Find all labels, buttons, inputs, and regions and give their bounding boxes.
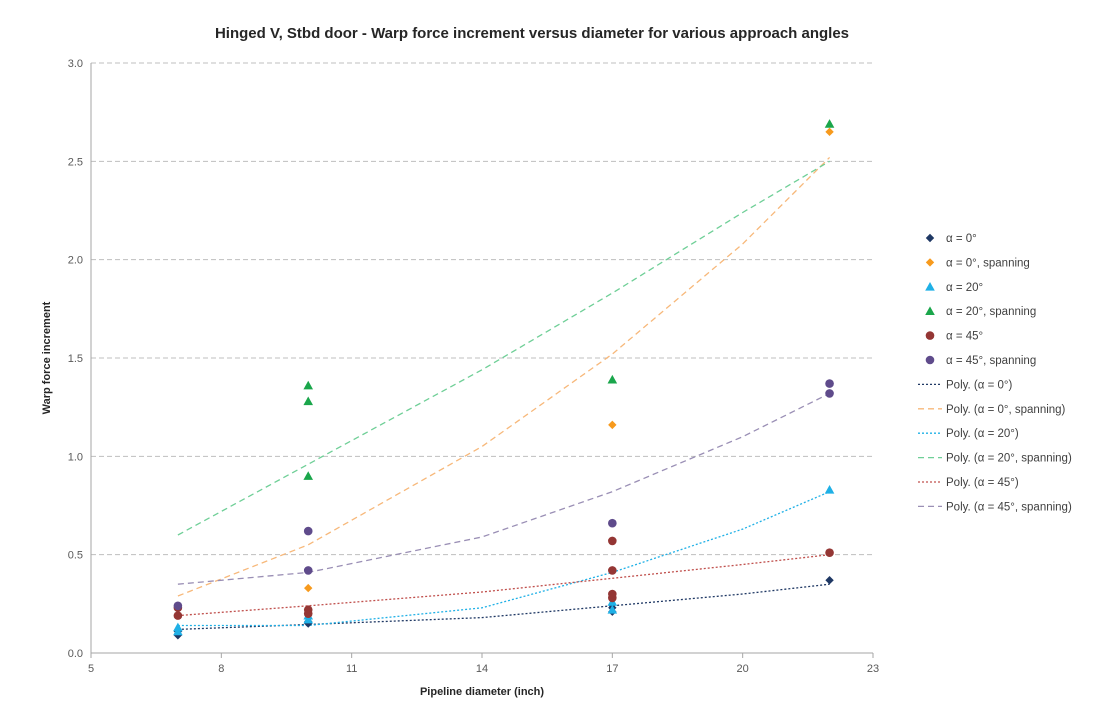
legend-label: α = 0°, spanning [946, 257, 1030, 269]
x-tick-label: 17 [606, 663, 618, 675]
data-point [824, 119, 835, 128]
legend-marker [925, 282, 935, 291]
legend-marker [925, 355, 935, 365]
legend-label: Poly. (α = 45°) [946, 477, 1019, 489]
data-point [608, 536, 617, 546]
data-point [303, 471, 314, 480]
y-tick-label: 2.0 [68, 255, 83, 267]
data-point [825, 576, 834, 585]
data-point [607, 604, 618, 614]
legend-label: α = 0° [946, 233, 977, 245]
legend-marker [925, 233, 935, 243]
y-tick-label: 0.5 [68, 550, 83, 562]
data-point [825, 389, 834, 398]
data-point [303, 566, 313, 575]
data-point [303, 605, 313, 615]
data-point [173, 622, 183, 632]
chart-title: Hinged V, Stbd door - Warp force increme… [215, 25, 849, 42]
y-tick-label: 3.0 [68, 58, 83, 70]
data-point [608, 589, 617, 599]
x-tick-label: 11 [346, 663, 357, 675]
legend: α = 0° α = 0°, spanning α = 20° α = 20°, sp… [918, 233, 1072, 513]
trendline-layer [177, 156, 831, 631]
data-point [173, 611, 183, 620]
x-tick-label: 23 [867, 663, 879, 675]
legend-marker [925, 258, 935, 267]
data-point [824, 484, 835, 494]
data-point [825, 379, 834, 388]
data-point [607, 374, 618, 384]
x-axis-label: Pipeline diameter (inch) [420, 686, 544, 698]
legend-label: Poly. (α = 20°) [946, 428, 1019, 440]
y-tick-label: 2.5 [68, 156, 83, 168]
data-point [303, 380, 314, 390]
y-tick-label: 1.5 [68, 353, 83, 365]
data-point [608, 566, 617, 575]
legend-label: Poly. (α = 0°) [946, 379, 1012, 391]
legend-label: α = 20° [946, 282, 983, 294]
data-point [825, 548, 834, 557]
trendline [177, 156, 831, 597]
x-tick-label: 5 [88, 663, 94, 675]
legend-label: Poly. (α = 45°, spanning) [946, 501, 1072, 513]
x-tick-label: 20 [737, 663, 749, 675]
x-tick-label: 8 [218, 663, 224, 675]
legend-marker [925, 331, 935, 340]
data-point [303, 396, 314, 406]
legend-label: α = 20°, spanning [946, 306, 1036, 318]
data-point [303, 526, 313, 536]
legend-label: α = 45° [946, 331, 983, 343]
data-point [608, 518, 617, 528]
trendline [177, 491, 830, 627]
legend-marker [925, 306, 935, 316]
legend-label: Poly. (α = 0°, spanning) [946, 404, 1066, 416]
grid-layer [91, 62, 873, 556]
trendline [177, 392, 830, 585]
x-tick-label: 14 [476, 663, 488, 675]
data-point [825, 127, 834, 137]
data-point [173, 601, 183, 611]
y-tick-label: 1.0 [68, 451, 83, 463]
trendline [177, 583, 830, 631]
legend-label: Poly. (α = 20°, spanning) [946, 453, 1072, 465]
data-point [304, 583, 313, 593]
axis-layer: 0.0 0.5 1.0 1.5 2.0 2.5 3.0 5 8 11 14 17 20 23 [68, 58, 879, 675]
y-tick-label: 0.0 [68, 648, 83, 660]
trendline [177, 554, 830, 617]
data-point [608, 420, 617, 430]
point-layer [173, 119, 835, 640]
legend-label: α = 45°, spanning [946, 355, 1036, 367]
y-axis-label: Warp force increment [41, 301, 53, 414]
trendline [177, 160, 830, 536]
